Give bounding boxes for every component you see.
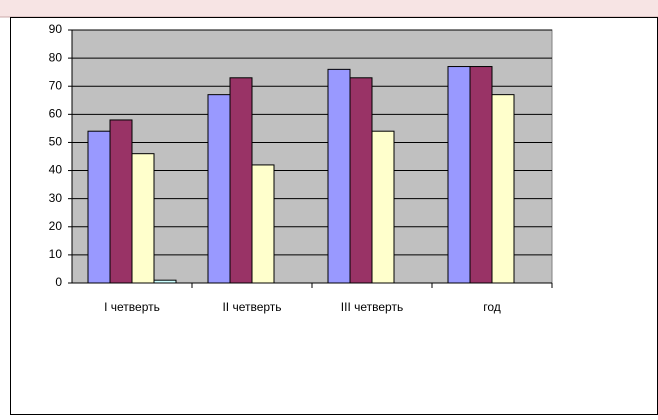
y-tick-label: 50 [49,135,63,149]
bar [131,153,155,284]
bar [109,119,133,284]
bar [371,130,395,284]
y-tick-label: 10 [49,247,63,261]
y-tick-label: 0 [55,275,62,289]
y-tick-label: 30 [49,191,63,205]
y-tick-label: 80 [49,50,63,64]
y-tick-label: 90 [49,22,63,36]
header-strip [0,0,658,17]
bar [349,77,373,284]
y-tick-label: 20 [49,219,63,233]
y-tick-label: 40 [49,163,63,177]
x-tick-label: I четверть [104,300,160,314]
bar [207,94,231,284]
x-tick-label: II четверть [222,300,281,314]
bar [447,66,471,284]
bar [491,94,515,284]
bar [469,66,493,284]
y-tick-label: 70 [49,78,63,92]
x-tick-label: год [483,300,501,314]
y-tick-label: 60 [49,107,63,121]
bar [327,68,351,284]
bar [229,77,253,284]
bar [87,130,111,284]
x-tick-label: III четверть [341,300,403,314]
bar [251,164,275,284]
